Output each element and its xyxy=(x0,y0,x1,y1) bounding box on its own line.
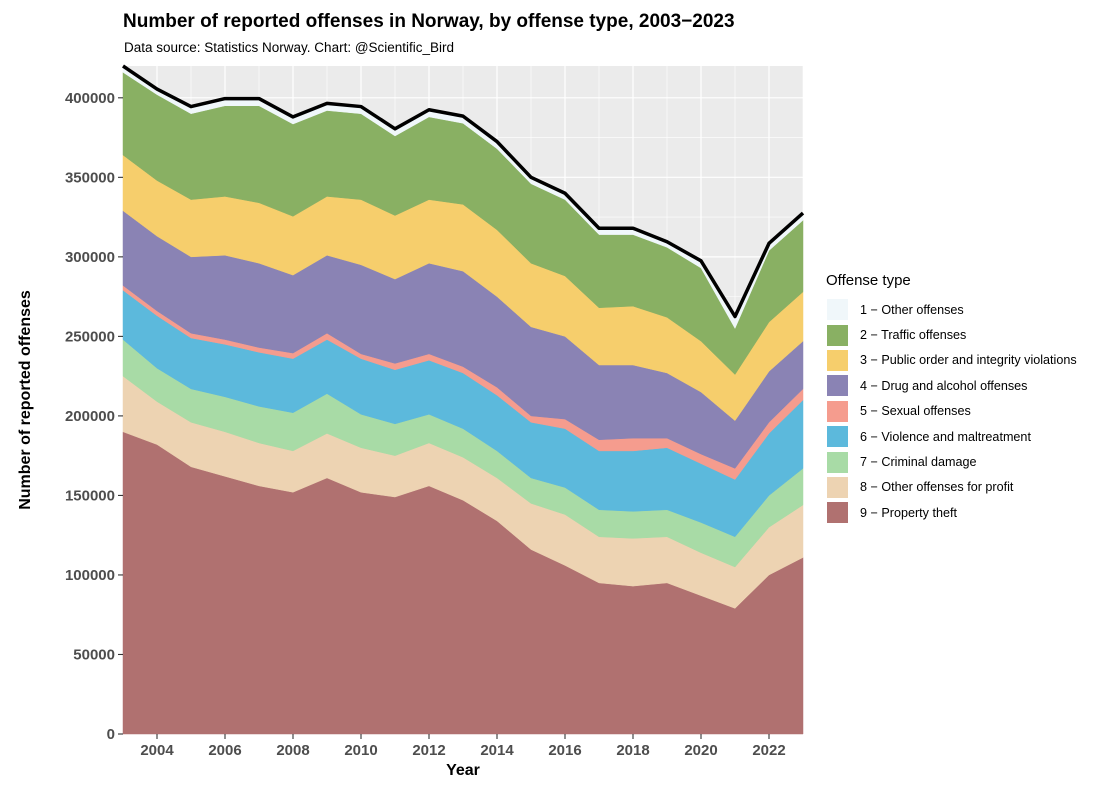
x-tick-label: 2020 xyxy=(684,742,717,759)
x-tick-label: 2016 xyxy=(548,742,581,759)
legend-item: 5 − Sexual offenses xyxy=(826,399,1077,424)
legend-item: 2 − Traffic offenses xyxy=(826,322,1077,347)
y-tick-label: 100000 xyxy=(65,567,115,584)
legend-key xyxy=(826,374,849,398)
legend-item: 4 − Drug and alcohol offenses xyxy=(826,373,1077,398)
y-axis-title: Number of reported offenses xyxy=(17,290,34,510)
y-tick-label: 150000 xyxy=(65,487,115,504)
legend: Offense type 1 − Other offenses 2 − Traff… xyxy=(826,272,1077,526)
x-tick-label: 2008 xyxy=(276,742,309,759)
x-axis: 2004 2006 2008 2010 2012 2014 2016 2018 2020 2022 xyxy=(140,734,786,759)
legend-label: 9 − Property theft xyxy=(860,505,957,520)
total-line xyxy=(122,64,805,319)
legend-items: 1 − Other offenses 2 − Traffic offenses 3 … xyxy=(826,297,1077,526)
legend-label: 3 − Public order and integrity violation… xyxy=(860,353,1077,368)
legend-key xyxy=(826,298,849,322)
legend-label: 6 − Violence and maltreatment xyxy=(860,429,1031,444)
chart-subtitle: Data source: Statistics Norway. Chart: @… xyxy=(124,40,455,55)
total-line-group xyxy=(122,64,805,319)
legend-key xyxy=(826,425,849,449)
x-tick-label: 2004 xyxy=(140,742,174,759)
x-tick-label: 2018 xyxy=(616,742,649,759)
chart-title: Number of reported offenses in Norway, b… xyxy=(123,11,735,32)
y-tick-label: 400000 xyxy=(65,90,115,107)
legend-label: 2 − Traffic offenses xyxy=(860,328,967,343)
legend-label: 1 − Other offenses xyxy=(860,302,964,317)
legend-key xyxy=(826,348,849,372)
legend-item: 1 − Other offenses xyxy=(826,297,1077,322)
y-tick-label: 50000 xyxy=(73,646,115,663)
y-tick-label: 200000 xyxy=(65,408,115,425)
x-tick-label: 2022 xyxy=(752,742,785,759)
y-tick-label: 350000 xyxy=(65,169,115,186)
x-tick-label: 2012 xyxy=(412,742,445,759)
legend-label: 8 − Other offenses for profit xyxy=(860,480,1014,495)
legend-label: 7 − Criminal damage xyxy=(860,455,977,470)
legend-key xyxy=(826,475,849,499)
stacked-areas xyxy=(122,65,804,735)
legend-item: 9 − Property theft xyxy=(826,500,1077,525)
y-tick-label: 250000 xyxy=(65,328,115,345)
legend-item: 6 − Violence and maltreatment xyxy=(826,424,1077,449)
legend-key xyxy=(826,501,849,525)
x-tick-label: 2014 xyxy=(480,742,514,759)
x-tick-label: 2006 xyxy=(208,742,241,759)
legend-key xyxy=(826,450,849,474)
legend-key xyxy=(826,323,849,347)
y-axis: 0 50000 100000 150000 200000 250000 300000 3500… xyxy=(65,90,123,743)
legend-item: 3 − Public order and integrity violation… xyxy=(826,348,1077,373)
y-tick-label: 300000 xyxy=(65,249,115,266)
legend-item: 7 − Criminal damage xyxy=(826,449,1077,474)
legend-key xyxy=(826,399,849,423)
legend-label: 5 − Sexual offenses xyxy=(860,404,971,419)
legend-label: 4 − Drug and alcohol offenses xyxy=(860,378,1028,393)
y-tick-label: 0 xyxy=(107,726,115,743)
legend-title: Offense type xyxy=(826,272,911,289)
legend-item: 8 − Other offenses for profit xyxy=(826,475,1077,500)
x-axis-title: Year xyxy=(446,762,480,779)
x-tick-label: 2010 xyxy=(344,742,377,759)
